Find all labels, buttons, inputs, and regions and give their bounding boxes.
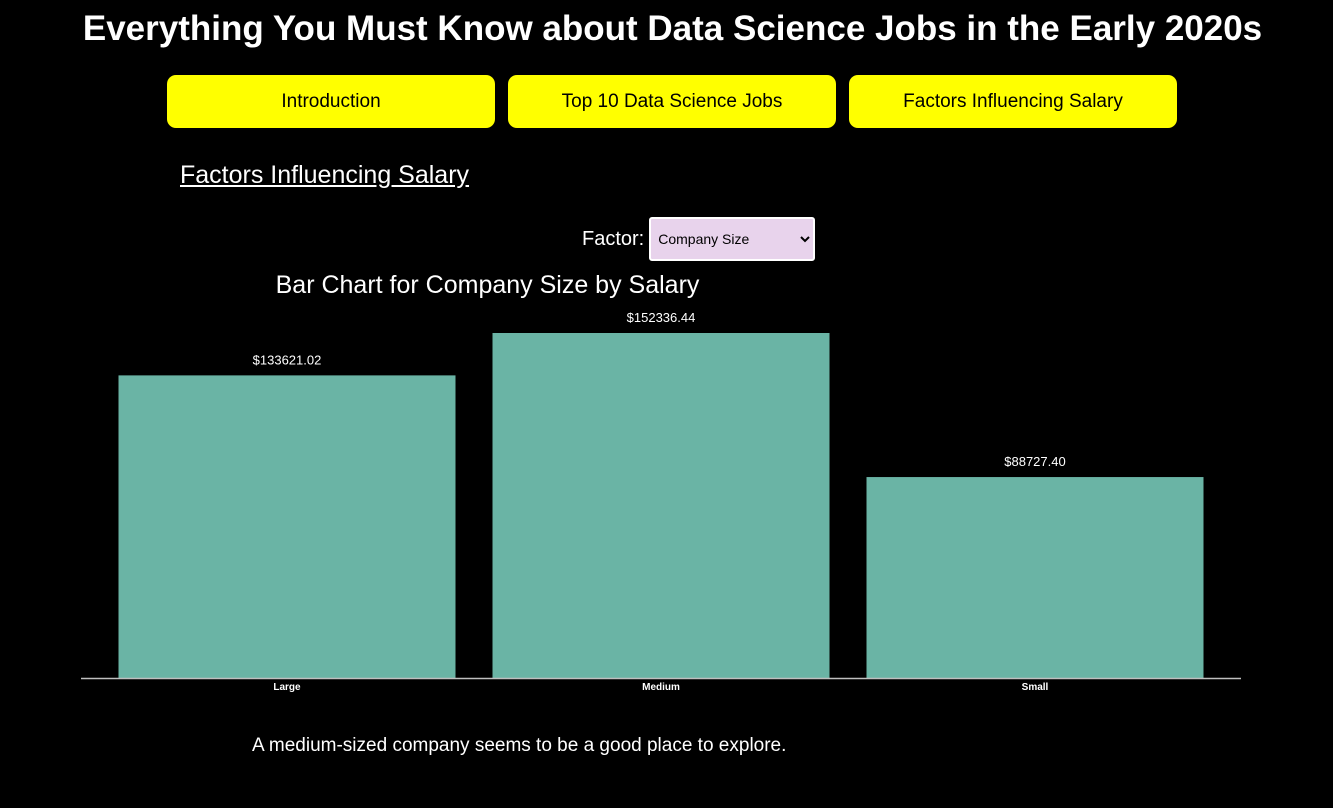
factor-select[interactable]: Company Size bbox=[649, 217, 816, 261]
bar-chart: $133621.02 Large $152336.44 Medium $88727.40… bbox=[81, 310, 1241, 693]
nav-factors-button[interactable]: Factors Influencing Salary bbox=[849, 75, 1177, 128]
bar-small bbox=[866, 477, 1204, 678]
bar-large bbox=[118, 375, 456, 678]
bar-value-label: $88727.40 bbox=[1004, 454, 1065, 469]
nav-introduction-button[interactable]: Introduction bbox=[167, 75, 495, 128]
nav-bar: Introduction Top 10 Data Science Jobs Fa… bbox=[167, 75, 1177, 128]
chart-caption: A medium-sized company seems to be a goo… bbox=[252, 735, 787, 756]
page-title: Everything You Must Know about Data Scie… bbox=[82, 9, 1263, 48]
bar-value-label: $152336.44 bbox=[627, 310, 696, 325]
x-tick-label: Small bbox=[1022, 682, 1049, 693]
x-tick-label: Medium bbox=[642, 682, 680, 693]
bar-value-label: $133621.02 bbox=[253, 352, 322, 367]
factor-row: Factor: Company Size bbox=[582, 217, 816, 261]
section-title: Factors Influencing Salary bbox=[180, 161, 470, 189]
x-tick-label: Large bbox=[273, 682, 301, 693]
nav-top-jobs-button[interactable]: Top 10 Data Science Jobs bbox=[508, 75, 836, 128]
bar-medium bbox=[492, 333, 830, 678]
chart-title: Bar Chart for Company Size by Salary bbox=[275, 271, 700, 299]
factor-label: Factor: bbox=[582, 227, 645, 250]
